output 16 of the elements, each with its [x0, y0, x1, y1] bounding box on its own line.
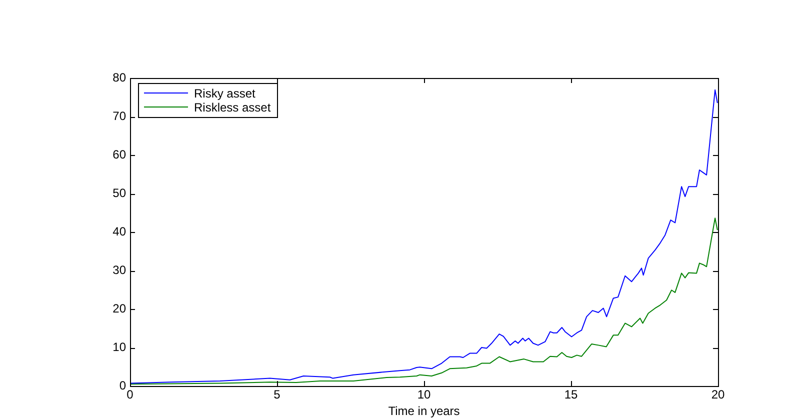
y-tick-label: 0: [119, 378, 126, 392]
y-tick-label: 80: [112, 70, 126, 84]
y-tick-label: 60: [112, 147, 126, 162]
y-tick-label: 20: [112, 301, 126, 316]
legend-label: Risky asset: [194, 86, 256, 100]
y-tick-label: 50: [112, 186, 126, 200]
x-tick-label: 15: [564, 388, 578, 402]
y-tick-label: 30: [112, 262, 126, 277]
y-tick-label: 70: [112, 108, 126, 123]
legend-label: Riskless asset: [194, 100, 272, 114]
y-tick-label: 10: [112, 340, 126, 354]
x-tick-label: 10: [417, 388, 431, 402]
x-tick-label: 20: [711, 388, 725, 402]
y-tick-label: 40: [112, 224, 126, 238]
x-tick-label: 5: [274, 388, 281, 402]
x-axis-title: Time in years: [388, 404, 460, 418]
